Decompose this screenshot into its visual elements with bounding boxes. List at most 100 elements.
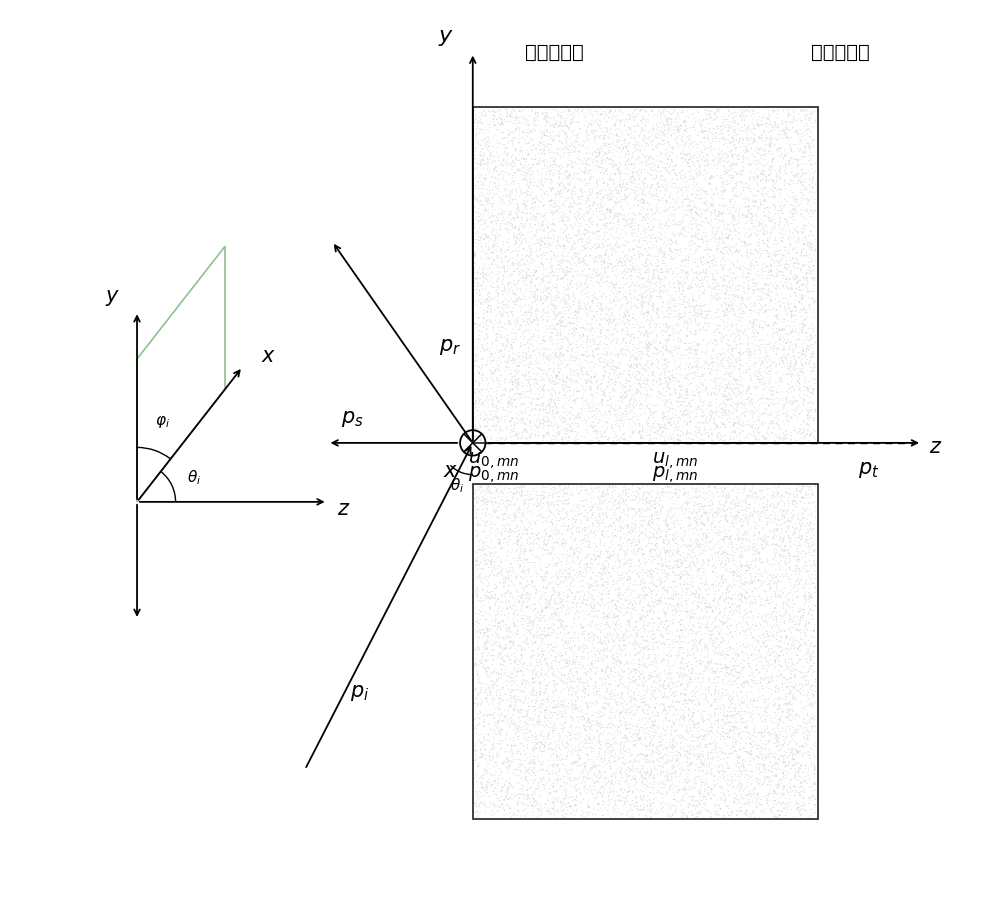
Point	[686, 605, 702, 620]
Point	[719, 301, 735, 316]
Point	[495, 508, 511, 522]
Point	[668, 216, 684, 231]
Point	[615, 332, 631, 347]
Point	[639, 608, 655, 623]
Point	[672, 310, 688, 325]
Point	[611, 793, 627, 808]
Point	[710, 425, 726, 440]
Point	[501, 481, 517, 496]
Point	[613, 343, 629, 358]
Point	[691, 752, 707, 767]
Point	[771, 555, 787, 570]
Point	[657, 397, 673, 412]
Point	[491, 297, 507, 311]
Point	[588, 202, 604, 216]
Point	[716, 388, 732, 403]
Point	[679, 330, 695, 344]
Point	[727, 661, 743, 676]
Point	[504, 182, 520, 196]
Point	[663, 328, 679, 342]
Point	[672, 356, 688, 371]
Point	[732, 639, 748, 654]
Point	[493, 741, 509, 756]
Point	[764, 646, 780, 661]
Point	[700, 553, 716, 568]
Point	[723, 302, 739, 317]
Point	[625, 734, 641, 749]
Point	[672, 711, 688, 726]
Point	[633, 577, 649, 592]
Point	[535, 178, 551, 193]
Point	[784, 403, 800, 417]
Point	[559, 129, 575, 143]
Point	[614, 113, 630, 128]
Point	[469, 624, 485, 638]
Point	[471, 491, 487, 506]
Point	[612, 554, 628, 569]
Point	[527, 742, 543, 757]
Point	[679, 585, 695, 600]
Point	[632, 803, 648, 818]
Point	[589, 236, 605, 251]
Point	[576, 397, 592, 412]
Point	[681, 250, 697, 265]
Point	[682, 670, 698, 685]
Point	[612, 431, 628, 446]
Point	[669, 172, 685, 186]
Point	[613, 604, 629, 619]
Point	[547, 693, 563, 708]
Point	[696, 792, 712, 806]
Point	[667, 686, 683, 700]
Point	[715, 576, 731, 591]
Point	[538, 514, 554, 529]
Point	[494, 431, 510, 446]
Point	[714, 380, 730, 394]
Point	[759, 337, 775, 352]
Point	[527, 699, 543, 714]
Point	[619, 373, 635, 387]
Point	[522, 355, 538, 370]
Point	[753, 165, 769, 180]
Point	[546, 395, 562, 410]
Point	[635, 519, 651, 534]
Point	[537, 620, 553, 635]
Point	[772, 159, 788, 173]
Point	[661, 554, 677, 569]
Point	[626, 772, 642, 787]
Point	[698, 788, 714, 803]
Point	[763, 657, 779, 672]
Point	[646, 708, 662, 723]
Point	[486, 503, 502, 518]
Point	[584, 277, 600, 291]
Point	[740, 122, 756, 137]
Point	[470, 352, 486, 366]
Point	[708, 221, 724, 236]
Point	[631, 135, 647, 150]
Point	[617, 118, 633, 132]
Point	[807, 402, 823, 416]
Point	[707, 797, 723, 812]
Point	[706, 291, 722, 306]
Point	[668, 501, 684, 516]
Point	[545, 694, 561, 708]
Point	[765, 212, 781, 226]
Point	[493, 656, 509, 671]
Point	[553, 105, 569, 120]
Point	[583, 215, 599, 230]
Point	[528, 607, 544, 622]
Point	[805, 271, 821, 286]
Point	[793, 665, 809, 679]
Point	[604, 356, 620, 371]
Point	[700, 803, 716, 818]
Point	[630, 497, 646, 511]
Point	[665, 792, 681, 807]
Point	[784, 231, 800, 246]
Point	[486, 760, 502, 774]
Point	[699, 600, 715, 614]
Point	[674, 253, 690, 268]
Point	[567, 702, 583, 717]
Point	[536, 138, 552, 152]
Point	[534, 166, 550, 181]
Point	[482, 678, 498, 693]
Point	[470, 675, 486, 689]
